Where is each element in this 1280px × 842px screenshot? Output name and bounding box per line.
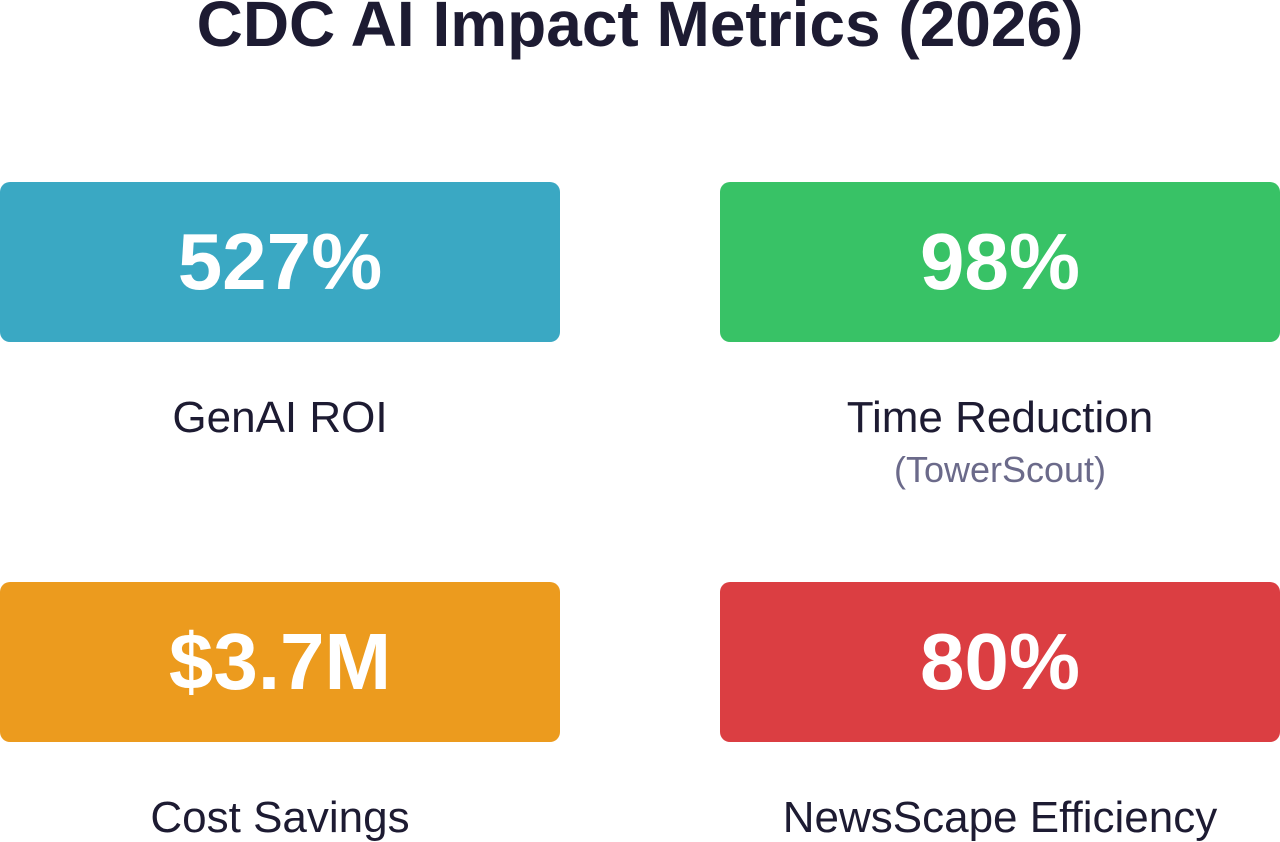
metric-label: Time Reduction xyxy=(846,393,1154,442)
metric-card-time-reduction: 98% Time Reduction (TowerScout) xyxy=(720,182,1280,490)
page-title: CDC AI Impact Metrics (2026) xyxy=(196,0,1084,60)
metric-value-tile: 80% xyxy=(720,582,1280,742)
metric-label: Cost Savings xyxy=(150,793,410,842)
metric-sublabel: (TowerScout) xyxy=(893,449,1107,490)
metric-value-tile: 98% xyxy=(720,182,1280,342)
metric-label: GenAI ROI xyxy=(172,393,388,442)
metric-value-tile: 527% xyxy=(0,182,560,342)
metric-card-cost-savings: $3.7M Cost Savings xyxy=(0,582,560,842)
metric-card-genai-roi: 527% GenAI ROI xyxy=(0,182,560,443)
metric-card-newsscape-efficiency: 80% NewsScape Efficiency xyxy=(720,582,1280,842)
metric-value-tile: $3.7M xyxy=(0,582,560,742)
metric-label: NewsScape Efficiency xyxy=(782,793,1218,842)
